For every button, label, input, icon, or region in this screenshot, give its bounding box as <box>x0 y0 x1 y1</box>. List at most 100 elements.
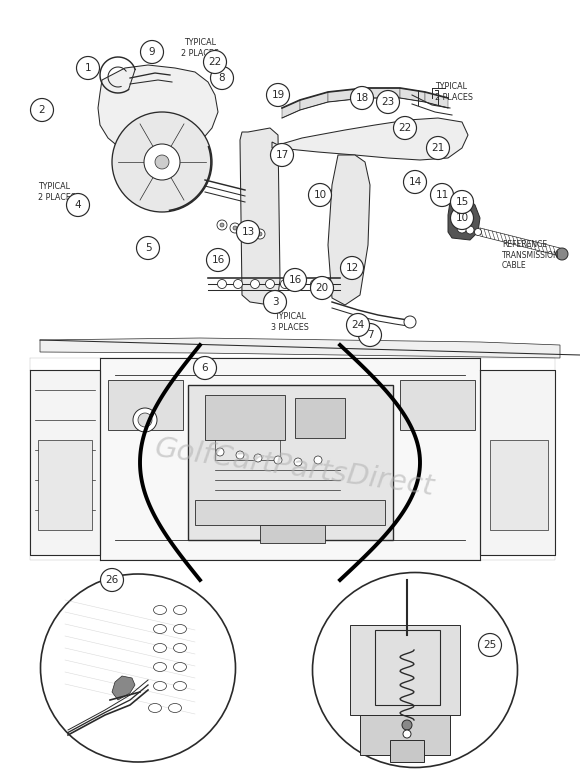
Circle shape <box>254 454 262 462</box>
Circle shape <box>294 458 302 466</box>
Circle shape <box>403 730 411 738</box>
Polygon shape <box>40 338 560 358</box>
Text: 24: 24 <box>351 320 365 330</box>
Text: 16: 16 <box>211 255 224 265</box>
Circle shape <box>478 633 502 657</box>
Polygon shape <box>282 100 300 118</box>
Circle shape <box>233 226 237 230</box>
Circle shape <box>466 226 474 234</box>
Bar <box>195 500 385 525</box>
Text: 23: 23 <box>382 97 394 107</box>
Text: 4: 4 <box>75 200 81 210</box>
Circle shape <box>234 279 242 289</box>
Polygon shape <box>448 200 480 240</box>
Circle shape <box>144 144 180 180</box>
Text: 26: 26 <box>106 575 119 585</box>
Polygon shape <box>480 370 555 555</box>
Circle shape <box>310 279 320 289</box>
Polygon shape <box>365 88 400 98</box>
Circle shape <box>346 314 369 337</box>
Polygon shape <box>240 128 280 305</box>
Circle shape <box>255 229 265 239</box>
Circle shape <box>216 448 224 456</box>
Circle shape <box>237 220 259 244</box>
Circle shape <box>340 257 364 279</box>
Text: 8: 8 <box>219 73 225 83</box>
Text: 10: 10 <box>455 213 469 223</box>
Polygon shape <box>38 440 92 530</box>
Text: 14: 14 <box>408 177 422 187</box>
Circle shape <box>67 194 89 216</box>
Ellipse shape <box>154 682 166 691</box>
Circle shape <box>309 184 332 206</box>
Ellipse shape <box>148 703 161 713</box>
Circle shape <box>266 83 289 107</box>
Circle shape <box>266 279 274 289</box>
Bar <box>400 380 475 430</box>
Circle shape <box>556 248 568 260</box>
Ellipse shape <box>313 573 517 768</box>
Circle shape <box>284 268 306 292</box>
Text: 10: 10 <box>313 190 327 200</box>
Text: 22: 22 <box>398 123 412 133</box>
Text: 21: 21 <box>432 143 445 153</box>
Circle shape <box>251 279 259 289</box>
Circle shape <box>194 356 216 380</box>
Text: REFERENCE
TRANSMISSION
CABLE: REFERENCE TRANSMISSION CABLE <box>502 240 560 270</box>
Text: 2: 2 <box>39 105 45 115</box>
Text: TYPICAL
2 PLACES: TYPICAL 2 PLACES <box>181 38 219 58</box>
Circle shape <box>451 206 473 230</box>
Text: 15: 15 <box>455 197 469 207</box>
Text: 11: 11 <box>436 190 448 200</box>
Circle shape <box>474 229 481 236</box>
Ellipse shape <box>154 643 166 653</box>
Bar <box>350 625 460 715</box>
Ellipse shape <box>173 643 187 653</box>
Ellipse shape <box>173 682 187 691</box>
Ellipse shape <box>154 625 166 633</box>
Text: 19: 19 <box>271 90 285 100</box>
Polygon shape <box>100 358 480 560</box>
Bar <box>260 525 325 543</box>
Circle shape <box>426 136 450 159</box>
Circle shape <box>112 112 212 212</box>
Ellipse shape <box>173 663 187 671</box>
Bar <box>205 395 285 440</box>
Circle shape <box>281 279 289 289</box>
Polygon shape <box>328 155 370 305</box>
Circle shape <box>243 226 253 236</box>
Circle shape <box>263 290 287 314</box>
Ellipse shape <box>154 663 166 671</box>
Ellipse shape <box>169 703 182 713</box>
Circle shape <box>136 237 160 260</box>
Circle shape <box>350 86 374 110</box>
Polygon shape <box>425 92 448 108</box>
Circle shape <box>77 57 100 79</box>
Text: 1: 1 <box>85 63 91 73</box>
Ellipse shape <box>173 625 187 633</box>
Text: TYPICAL
2 PLACES: TYPICAL 2 PLACES <box>435 82 473 102</box>
Text: TYPICAL
3 PLACES: TYPICAL 3 PLACES <box>271 312 309 332</box>
Circle shape <box>404 316 416 328</box>
Circle shape <box>230 223 240 233</box>
Text: 17: 17 <box>276 150 289 160</box>
Circle shape <box>295 279 305 289</box>
Polygon shape <box>400 88 425 102</box>
Circle shape <box>133 408 157 432</box>
Polygon shape <box>328 88 365 102</box>
Ellipse shape <box>173 605 187 615</box>
Text: 20: 20 <box>316 283 328 293</box>
Polygon shape <box>98 65 218 162</box>
Circle shape <box>220 223 224 227</box>
Circle shape <box>211 66 234 89</box>
Text: 16: 16 <box>288 275 302 285</box>
Text: 3: 3 <box>271 297 278 307</box>
Text: 13: 13 <box>241 227 255 237</box>
Circle shape <box>100 569 124 591</box>
Text: 22: 22 <box>208 57 222 67</box>
Circle shape <box>274 456 282 464</box>
Bar <box>375 630 440 705</box>
Ellipse shape <box>41 574 235 762</box>
Polygon shape <box>112 676 135 700</box>
Circle shape <box>258 232 262 236</box>
